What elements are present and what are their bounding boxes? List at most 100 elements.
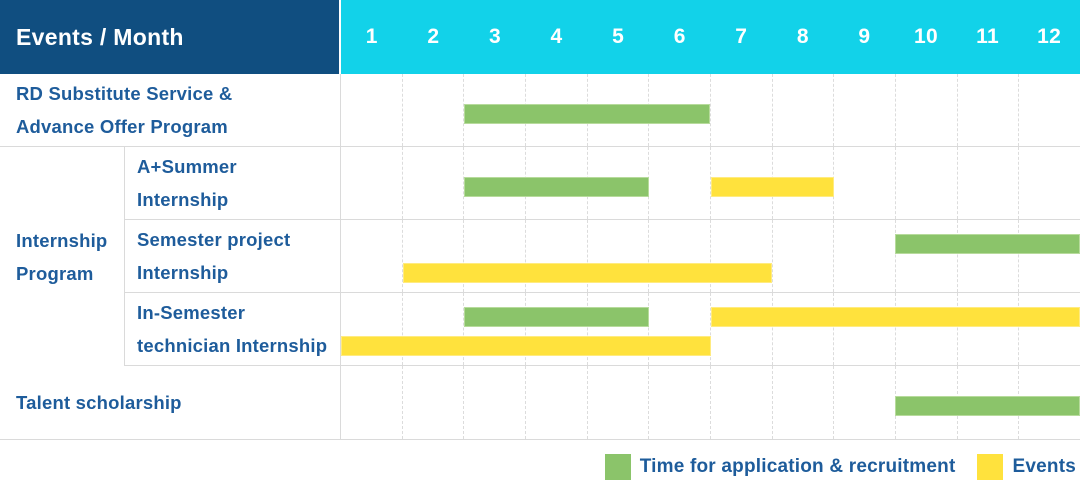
month-grid — [341, 147, 1080, 219]
month-header-cell: 1 — [365, 25, 378, 48]
gantt-bar-application — [464, 104, 711, 124]
month-column — [956, 147, 1019, 219]
label-line: Internship — [137, 262, 229, 283]
gantt-bar-event — [341, 336, 711, 356]
month-column — [401, 366, 464, 439]
subrow-label: A+Summer Internship — [125, 147, 341, 219]
gantt-row: RD Substitute Service & Advance Offer Pro… — [0, 74, 1080, 147]
month-column — [710, 366, 772, 439]
month-column — [895, 220, 957, 292]
month-column — [401, 147, 464, 219]
month-column — [648, 293, 710, 365]
header-row: Events / Month 1 2 3 4 5 6 7 8 9 10 11 12 — [0, 0, 1080, 74]
gantt-subrow: A+Summer Internship — [125, 147, 1080, 220]
gantt-subrow: In-Semester technician Internship — [125, 293, 1080, 366]
legend: Time for application & recruitment Event… — [0, 440, 1080, 494]
label-line: Talent scholarship — [16, 392, 182, 413]
legend-label-application: Time for application & recruitment — [639, 456, 956, 477]
month-grid — [341, 366, 1080, 439]
month-header-cell: 5 — [612, 25, 625, 48]
month-header-cell: 6 — [673, 25, 686, 48]
legend-item-events: Events — [977, 454, 1076, 480]
month-column — [1018, 293, 1080, 365]
label-line: Program — [16, 262, 94, 284]
label-line: RD Substitute Service & — [16, 83, 233, 104]
month-header-cell: 7 — [735, 25, 748, 48]
month-column — [401, 74, 464, 146]
subrow-label: In-Semester technician Internship — [125, 293, 341, 365]
month-column — [956, 220, 1019, 292]
label-line: Internship — [16, 229, 108, 251]
month-column — [1018, 220, 1080, 292]
month-column — [956, 74, 1019, 146]
month-column — [463, 366, 525, 439]
month-header-cell: 4 — [550, 25, 563, 48]
gantt-body: RD Substitute Service & Advance Offer Pro… — [0, 74, 1080, 440]
month-header-cell: 10 — [914, 25, 938, 48]
gantt-bar-application — [895, 234, 1080, 254]
month-column — [833, 147, 895, 219]
month-grid — [341, 220, 1080, 292]
month-column — [463, 220, 525, 292]
month-column — [586, 220, 649, 292]
month-column — [833, 366, 895, 439]
gantt-bar-event — [710, 307, 1080, 327]
month-column — [463, 293, 525, 365]
month-header-cell: 8 — [796, 25, 809, 48]
month-column — [771, 220, 834, 292]
group-label: Internship Program — [0, 147, 125, 366]
events-color-swatch — [977, 454, 1004, 480]
month-column — [1018, 147, 1080, 219]
month-column — [463, 74, 525, 146]
month-column — [771, 366, 834, 439]
month-column — [771, 293, 834, 365]
month-column — [586, 366, 649, 439]
legend-item-application: Time for application & recruitment — [604, 454, 956, 480]
label-line: Semester project — [137, 229, 291, 250]
month-column — [401, 220, 464, 292]
month-column — [771, 74, 834, 146]
events-month-header-cell: Events / Month — [0, 0, 339, 74]
month-column — [833, 220, 895, 292]
gantt-subrows: A+Summer Internship Semester project Intern… — [125, 147, 1080, 366]
month-column — [525, 293, 587, 365]
month-column — [895, 147, 957, 219]
month-header-cell: 2 — [427, 25, 440, 48]
month-grid — [341, 74, 1080, 146]
subrow-label: Semester project Internship — [125, 220, 341, 292]
row-label: Talent scholarship — [0, 366, 341, 439]
events-month-header-label: Events / Month — [16, 23, 184, 50]
gantt-bar-event — [710, 177, 834, 197]
month-grid — [341, 293, 1080, 365]
month-column — [895, 74, 957, 146]
application-color-swatch — [604, 454, 631, 480]
month-column — [341, 366, 402, 439]
legend-label-events: Events — [1012, 456, 1076, 477]
month-column — [710, 74, 772, 146]
month-column — [341, 74, 402, 146]
month-column — [1018, 74, 1080, 146]
month-header-cell: 11 — [976, 25, 999, 48]
month-header-cell: 9 — [858, 25, 871, 48]
gantt-row: Talent scholarship — [0, 366, 1080, 440]
month-column — [833, 293, 895, 365]
gantt-bar-application — [464, 177, 649, 197]
month-column — [648, 366, 710, 439]
gantt-group: Internship Program A+Summer Internship Semes… — [0, 147, 1080, 366]
month-column — [525, 366, 587, 439]
month-column — [341, 220, 402, 292]
month-header-row: 1 2 3 4 5 6 7 8 9 10 11 12 — [341, 0, 1080, 74]
month-header-cell: 12 — [1037, 25, 1062, 48]
header-divider — [339, 0, 341, 74]
month-column — [833, 74, 895, 146]
month-header-cell: 3 — [488, 25, 501, 48]
gantt-bar-application — [464, 307, 649, 327]
month-column — [710, 220, 772, 292]
month-column — [895, 293, 957, 365]
month-column — [341, 147, 402, 219]
label-line: A+Summer — [137, 156, 237, 177]
month-column — [525, 220, 587, 292]
label-line: Advance Offer Program — [16, 116, 228, 137]
row-label: RD Substitute Service & Advance Offer Pro… — [0, 74, 341, 146]
